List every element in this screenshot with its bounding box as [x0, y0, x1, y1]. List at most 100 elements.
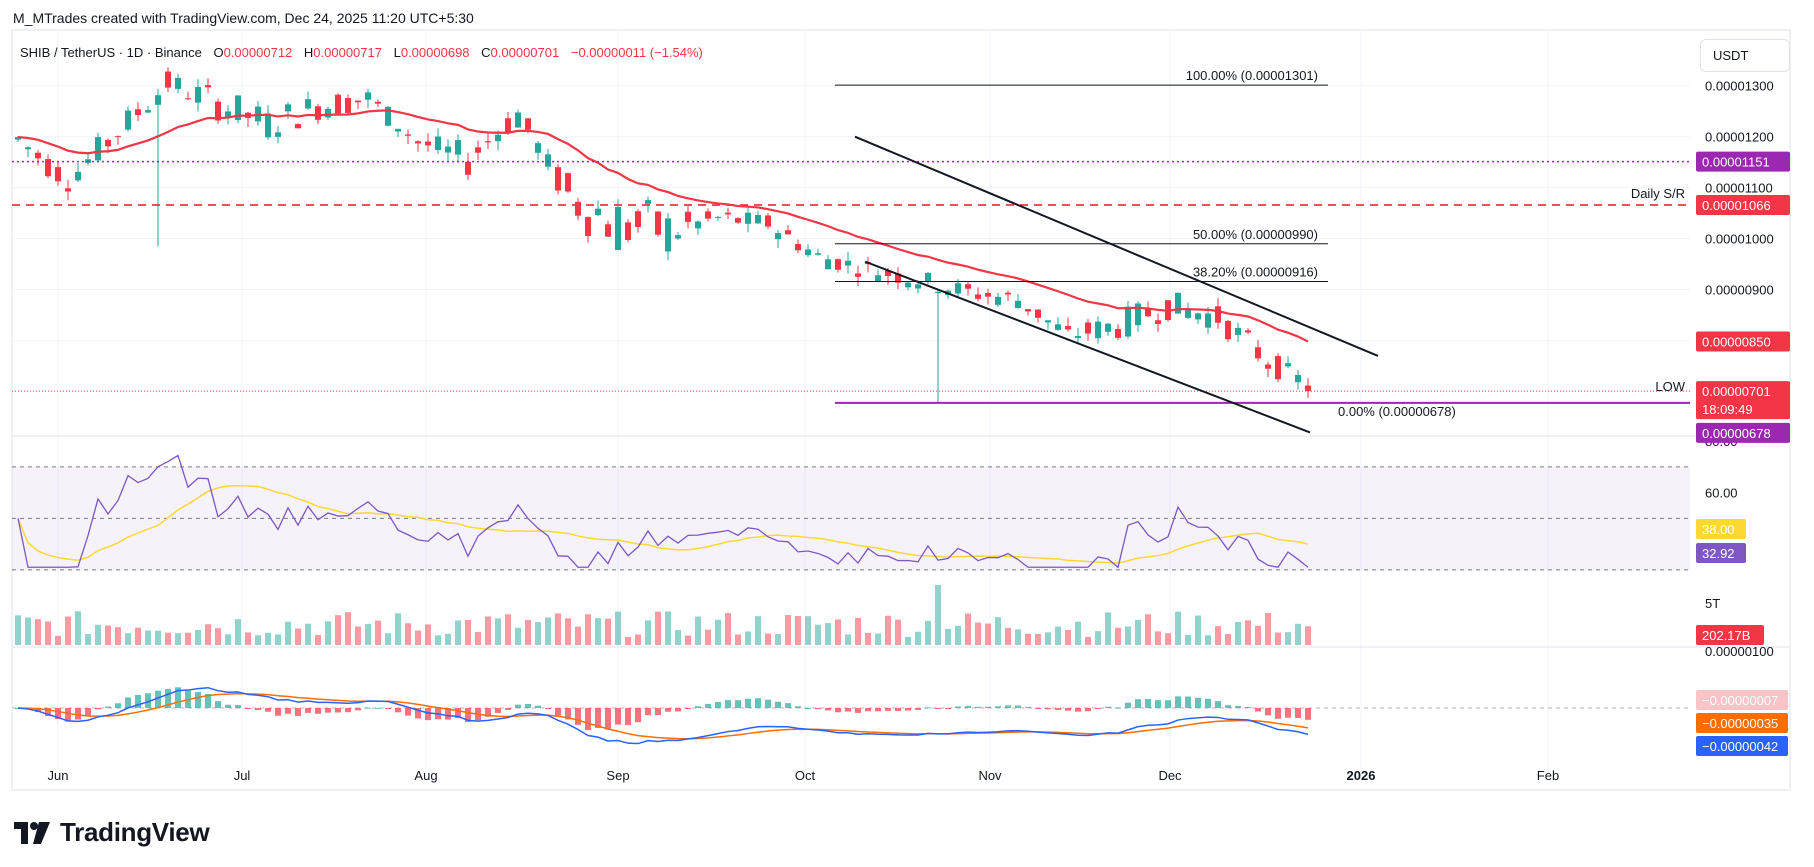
candle-body [555, 167, 561, 191]
candle-body [985, 292, 991, 297]
volume-bar [315, 634, 321, 645]
macd-histogram-bar [1155, 700, 1161, 708]
candle-body [1025, 309, 1031, 312]
volume-bar [1155, 631, 1161, 645]
macd-histogram-bar [645, 708, 651, 716]
candle-body [115, 136, 121, 138]
volume-bar [1255, 625, 1261, 645]
macd-histogram-bar [795, 706, 801, 708]
volume-bar [25, 617, 31, 645]
candle-body [735, 218, 741, 223]
volume-bar [585, 614, 591, 645]
macd-histogram-bar [155, 690, 161, 708]
macd-histogram-bar [975, 706, 981, 708]
candle-body [495, 134, 501, 142]
candle-body [55, 167, 61, 182]
volume-bar [395, 613, 401, 645]
volume-bar [125, 633, 131, 645]
macd-histogram-bar [385, 708, 391, 709]
time-tick-label: Feb [1537, 768, 1559, 783]
macd-histogram-bar [675, 708, 681, 712]
macd-tick-label: 0.00000100 [1705, 644, 1774, 659]
drawings-layer: Daily S/R 100.00% (0.00001301) 50.00% (0.0… [12, 68, 1690, 434]
macd-histogram-bar [35, 708, 41, 713]
macd-histogram-bar [75, 708, 81, 720]
candle-body [655, 211, 661, 235]
macd-histogram-bar [1195, 697, 1201, 708]
volume-bar [1175, 611, 1181, 645]
ema-line [17, 109, 1309, 343]
macd-histogram-bar [195, 692, 201, 708]
volume-bar [1285, 632, 1291, 645]
candle-body [1255, 347, 1261, 359]
symbol-label[interactable]: SHIB / TetherUS · 1D · Binance [20, 45, 202, 60]
volume-bar [1145, 614, 1151, 645]
price-badge-text: 0.00001151 [1702, 155, 1770, 170]
volume-bar [115, 627, 121, 645]
volume-bar [1035, 633, 1041, 645]
macd-histogram-bar [1075, 708, 1081, 712]
volume-bar [1065, 629, 1071, 645]
volume-bar [1185, 634, 1191, 645]
candle-body [845, 260, 851, 266]
candle-body [215, 101, 221, 121]
volume-bar [545, 617, 551, 645]
tradingview-logo-icon [14, 821, 50, 844]
volume-bar [605, 618, 611, 645]
candle-body [1015, 300, 1021, 308]
candle-body [45, 159, 51, 177]
price-tick-label: 0.00001200 [1705, 130, 1774, 145]
price-badge-text: 0.00001066 [1702, 198, 1771, 213]
candle-body [425, 141, 431, 146]
macd-histogram-bar [875, 708, 881, 712]
time-tick-label: Nov [978, 768, 1002, 783]
macd-histogram-bar [265, 708, 271, 712]
volume-bar [995, 617, 1001, 645]
candle-body [225, 111, 231, 118]
volume-bar [85, 634, 91, 645]
volume-bar [205, 624, 211, 645]
macd-histogram-bar [65, 708, 71, 722]
candle-body [185, 98, 191, 100]
macd-histogram-bar [1305, 708, 1311, 720]
price-badge-text: 0.00000701 [1702, 384, 1771, 399]
candle-body [335, 94, 341, 114]
macd-histogram-bar [245, 708, 251, 710]
volume-bar [1135, 619, 1141, 645]
volume-bar [165, 632, 171, 645]
time-tick-label: Jul [234, 768, 251, 783]
volume-bar [975, 622, 981, 645]
candle-body [605, 224, 611, 237]
volume-bar [655, 611, 661, 645]
volume-pane [15, 585, 1311, 645]
macd-histogram-bar [985, 706, 991, 708]
volume-bar [1005, 627, 1011, 645]
volume-bar [455, 620, 461, 645]
volume-bar [1265, 613, 1271, 645]
volume-bar [695, 616, 701, 645]
tradingview-brand[interactable]: TradingView [14, 817, 210, 848]
volume-bar [885, 615, 891, 645]
price-tick-label: 0.00001100 [1705, 181, 1773, 196]
volume-bar [935, 585, 941, 645]
chart-canvas[interactable]: Daily S/R 100.00% (0.00001301) 50.00% (0.0… [0, 0, 1814, 800]
volume-bar [275, 634, 281, 645]
candle-body [15, 137, 21, 140]
candle-body [1135, 303, 1141, 326]
candle-body [455, 140, 461, 155]
candle-body [1265, 364, 1271, 369]
volume-bar [335, 615, 341, 645]
candle-body [1285, 363, 1291, 367]
macd-badge [1696, 713, 1788, 733]
candle-body [1075, 336, 1081, 338]
volume-bar [665, 611, 671, 645]
macd-histogram-bar [95, 708, 101, 710]
rsi-badge [1696, 543, 1746, 563]
macd-histogram-bar [815, 708, 821, 710]
macd-histogram-bar [45, 708, 51, 717]
candle-body [765, 215, 771, 227]
macd-histogram-bar [1265, 708, 1271, 716]
time-tick-label: Dec [1158, 768, 1182, 783]
candle-body [1245, 330, 1251, 333]
macd-histogram-bar [1005, 705, 1011, 708]
